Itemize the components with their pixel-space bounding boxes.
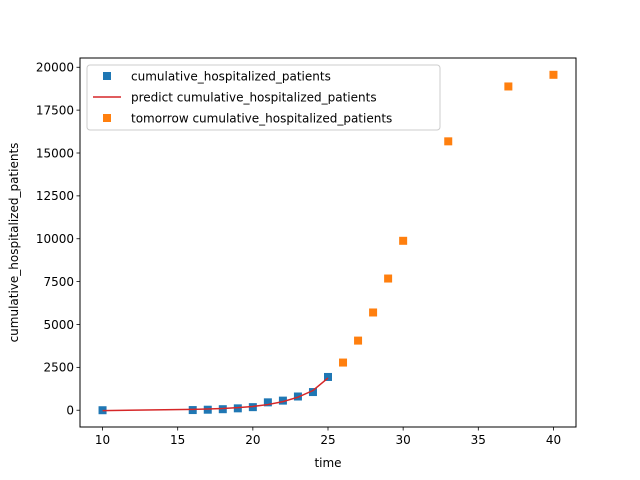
x-tick-label: 20	[245, 433, 260, 447]
x-tick-label: 40	[546, 433, 561, 447]
data-point-observed	[278, 396, 287, 405]
data-point-tomorrow	[399, 236, 408, 245]
data-point-tomorrow	[339, 358, 348, 367]
data-point-tomorrow	[444, 137, 453, 146]
data-point-tomorrow	[549, 70, 558, 79]
legend-label: predict cumulative_hospitalized_patients	[131, 91, 377, 105]
y-tick-label: 2500	[43, 361, 74, 375]
legend-square-swatch	[103, 72, 111, 80]
y-tick-label: 12500	[36, 189, 74, 203]
series-line-predict	[102, 377, 329, 412]
data-point-observed	[263, 398, 272, 407]
y-tick-label: 20000	[36, 61, 74, 75]
legend: cumulative_hospitalized_patientspredict …	[86, 64, 441, 131]
y-tick-label: 7500	[43, 275, 74, 289]
legend-label: cumulative_hospitalized_patients	[131, 70, 331, 84]
legend-label: tomorrow cumulative_hospitalized_patient…	[131, 112, 392, 126]
x-tick-label: 30	[396, 433, 411, 447]
data-layer	[98, 70, 558, 415]
x-tick-label: 10	[95, 433, 110, 447]
plot-frame	[79, 57, 577, 428]
y-tick-label: 17500	[36, 103, 74, 117]
y-axis-label: cumulative_hospitalized_patients	[7, 143, 21, 343]
y-tick-label: 15000	[36, 146, 74, 160]
x-tick-label: 35	[471, 433, 486, 447]
data-point-observed	[324, 372, 332, 381]
x-axis-label: time	[314, 456, 341, 470]
legend-square-swatch	[103, 114, 111, 122]
y-tick-label: 0	[66, 404, 74, 418]
axes-layer: 10 15 20 25 30 35 40 0 2500 5000 7500 10000 12500 150…	[36, 61, 561, 447]
data-point-tomorrow	[504, 82, 513, 91]
data-point-tomorrow	[369, 308, 378, 317]
y-tick-label: 5000	[43, 318, 74, 332]
y-tick-label: 10000	[36, 232, 74, 246]
legend-frame	[86, 64, 441, 131]
data-point-observed	[308, 388, 317, 397]
data-point-tomorrow	[354, 336, 363, 345]
x-tick-label: 15	[170, 433, 185, 447]
x-tick-label: 25	[320, 433, 335, 447]
data-point-tomorrow	[384, 274, 393, 283]
